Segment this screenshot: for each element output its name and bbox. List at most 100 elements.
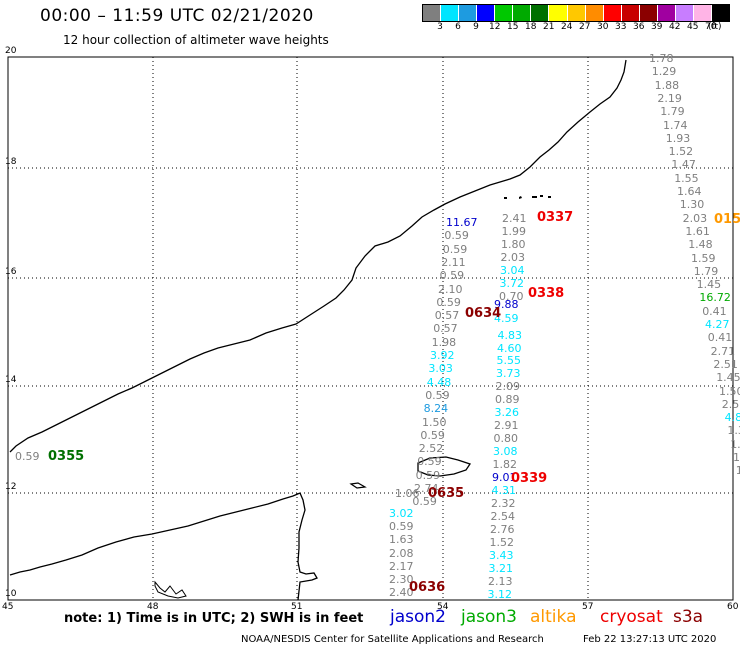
swh-value: 3.12: [487, 587, 513, 601]
swh-value: 2.13: [488, 574, 513, 588]
swh-value: 1.48: [688, 238, 713, 252]
swh-value: 4.27: [705, 318, 730, 331]
legend-tick-label: 33: [615, 22, 627, 32]
swh-value: 0.57: [433, 322, 458, 336]
coast-detail-south: [154, 580, 187, 599]
swh-value: 1.88: [654, 78, 680, 92]
swh-value: 1.50: [719, 384, 740, 398]
swh-value: 1.1: [735, 464, 740, 478]
latitude-label: 20: [5, 46, 17, 56]
longitude-label: 60: [727, 602, 739, 612]
legend-tick-label: 45: [687, 22, 699, 32]
coastline-arabia: [9, 59, 627, 453]
swh-value: 2.5: [721, 397, 740, 411]
swh-value: 4.60: [497, 341, 522, 355]
legend-tick-label: 70: [705, 22, 717, 32]
map-title: 00:00 – 11:59 UTC 02/21/2020: [40, 6, 314, 26]
swh-value: 1.98: [431, 335, 457, 349]
legend-tick-label: 30: [597, 22, 609, 32]
legend-swatch: [620, 5, 639, 21]
swh-value: 2.51: [713, 357, 738, 371]
note-text: note: 1) Time is in UTC; 2) SWH is in fe…: [64, 611, 364, 626]
longitude-label: 57: [582, 602, 594, 612]
swh-value: 1.55: [674, 171, 699, 185]
island-socotra: [417, 456, 472, 477]
swh-value: 0.41: [702, 304, 727, 318]
mission-label: altika: [530, 607, 577, 627]
pass-time-label: 0635: [428, 486, 465, 501]
swh-value: 2.91: [494, 419, 519, 433]
swh-value: 5.55: [496, 354, 522, 368]
swh-value: 0.89: [495, 393, 520, 407]
legend-swatch: [638, 5, 657, 21]
island-kuria-muria: [504, 195, 551, 199]
legend-labels: 3 6 9 12 15 18 21 24 27 30 33 36 39 42 45 70: [422, 22, 728, 34]
swh-value: 2.54: [490, 509, 516, 523]
latitude-label: 18: [5, 157, 17, 167]
mission-label: s3a: [673, 607, 704, 627]
latitude-label: 12: [5, 482, 17, 492]
swh-value: 2.32: [491, 496, 516, 510]
swh-value: 0.59: [389, 520, 414, 534]
longitude-label: 51: [291, 602, 303, 612]
swh-value: 1.78: [649, 52, 674, 65]
swh-value: 0.59: [439, 269, 465, 283]
swh-value: 2.17: [389, 559, 414, 573]
coastline-africa: [9, 492, 301, 576]
pass-time-label: 0355: [48, 449, 85, 464]
pass-time-label: 0338: [528, 286, 565, 301]
swh-value: 1.1: [733, 451, 740, 464]
island-abd-al-kuri: [349, 482, 367, 489]
legend-swatch: [584, 5, 603, 21]
swh-value: 1.47: [671, 158, 696, 172]
swh-value: 1.3: [727, 424, 740, 438]
pass-time-label: 0634: [465, 306, 502, 321]
legend-tick-label: 12: [489, 22, 501, 32]
swh-value: 1.99: [501, 224, 527, 238]
swh-value: 0.59: [415, 468, 441, 482]
legend-swatch: [566, 5, 585, 21]
swh-value: 9.01: [492, 471, 517, 484]
swh-value: 3.26: [494, 406, 520, 420]
swh-value: 2.74: [414, 482, 439, 495]
swh-value: 0.80: [493, 432, 519, 446]
swh-value: 3.72: [499, 276, 525, 290]
swh-value: 1.52: [489, 535, 515, 549]
swh-value: 2.76: [490, 522, 515, 536]
swh-value: 1.45: [696, 278, 722, 292]
swh-value: 4.83: [497, 328, 523, 342]
legend-swatch: [476, 5, 495, 21]
legend-swatch: [512, 5, 531, 21]
legend-swatch: [674, 5, 693, 21]
swh-value: 2.41: [502, 212, 527, 225]
pass-time-label: 0339: [511, 471, 548, 486]
legend-tick-label: 36: [633, 22, 645, 32]
mission-label: jason2: [390, 607, 446, 627]
legend-swatch: [423, 5, 441, 21]
swh-value: 3.73: [496, 367, 521, 381]
legend-swatch: [602, 5, 621, 21]
pass-time-label: 0337: [537, 210, 574, 225]
swh-value: 0.59: [420, 428, 445, 442]
swh-value: 1.80: [501, 237, 526, 251]
pass-time-label: 0636: [409, 580, 446, 595]
legend-swatch: [458, 5, 477, 21]
swh-value: 0.59: [417, 455, 442, 469]
swh-value: 1.64: [677, 185, 702, 198]
legend-swatch: [692, 5, 711, 21]
map-frame: [7, 56, 734, 601]
swh-value: 1.45: [716, 371, 740, 385]
legend-tick-label: 6: [455, 22, 461, 32]
swh-value: 1.06: [395, 487, 420, 500]
graticule: [8, 57, 733, 600]
swh-value: 1.79: [660, 105, 685, 119]
swh-value: 3.21: [488, 561, 514, 575]
swh-value: 4.8: [724, 411, 740, 425]
swh-value: 0.59: [412, 495, 437, 509]
swh-value: 3.04: [500, 263, 525, 277]
swh-value: 3.03: [428, 362, 453, 376]
swh-value: 2.19: [657, 91, 682, 105]
legend-tick-label: 3: [437, 22, 443, 32]
swh-value: 1.50: [422, 415, 447, 429]
